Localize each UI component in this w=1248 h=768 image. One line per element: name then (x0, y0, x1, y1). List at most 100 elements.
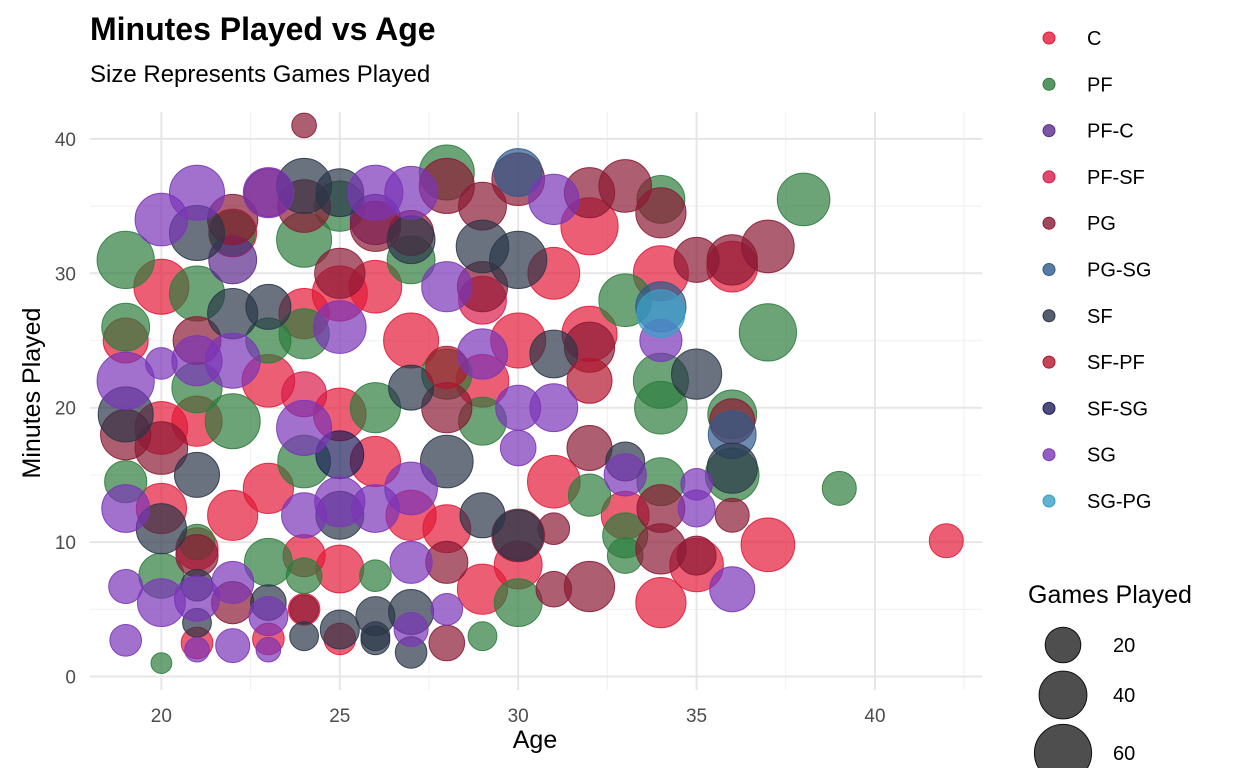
legend-key (1042, 263, 1056, 276)
data-point (566, 357, 613, 404)
x-tick-label: 35 (686, 706, 707, 727)
y-axis-ticks: 0 10 20 30 40 (55, 130, 76, 689)
data-point (499, 429, 537, 467)
y-tick-label: 30 (55, 264, 76, 285)
x-tick-label: 25 (329, 706, 350, 727)
legend-key (1042, 309, 1056, 323)
data-point (428, 624, 466, 662)
data-point (289, 594, 320, 625)
size-legend-label: 20 (1113, 635, 1135, 657)
data-point (313, 300, 367, 354)
data-point (456, 328, 509, 380)
data-point (740, 517, 796, 573)
data-point (215, 628, 251, 664)
data-point (150, 652, 173, 674)
data-point (101, 484, 151, 533)
data-point (567, 473, 612, 517)
data-point (134, 192, 189, 247)
data-point (493, 578, 543, 627)
data-point (137, 578, 186, 627)
data-point (671, 348, 723, 400)
x-tick-label: 30 (508, 706, 529, 727)
data-point (388, 364, 435, 411)
legend-key (1042, 401, 1056, 415)
size-legend: Games Played 20 40 60 (1028, 581, 1192, 768)
data-point (207, 288, 259, 340)
data-points (96, 112, 964, 674)
legend-key (1042, 448, 1056, 462)
legend-label: SF (1087, 306, 1113, 328)
data-point (347, 164, 404, 221)
data-point (389, 540, 433, 584)
size-legend-label: 40 (1113, 685, 1135, 707)
size-legend-key (1038, 670, 1088, 720)
data-point (184, 636, 210, 663)
data-point (459, 492, 506, 539)
data-point (635, 523, 687, 575)
data-point (738, 303, 798, 362)
legend-label: SG-PG (1087, 491, 1151, 513)
legend-key (1042, 494, 1056, 508)
x-tick-label: 20 (151, 706, 172, 727)
y-tick-label: 40 (55, 130, 76, 151)
legend-key (1042, 355, 1056, 369)
data-point (821, 470, 857, 506)
data-point (276, 399, 333, 456)
data-point (207, 489, 259, 541)
data-point (467, 621, 498, 652)
data-point (289, 621, 320, 652)
legend-label: PF-SF (1087, 167, 1145, 189)
data-point (566, 425, 613, 471)
data-point (706, 442, 758, 494)
y-tick-label: 0 (65, 668, 76, 689)
legend-label: C (1087, 28, 1101, 50)
data-point (204, 393, 261, 450)
data-point (455, 219, 510, 274)
legend-label: PG-SG (1087, 260, 1151, 282)
data-point (101, 302, 151, 352)
data-point (386, 215, 436, 265)
x-axis-title: Age (513, 726, 557, 754)
size-legend-label: 60 (1113, 743, 1135, 765)
y-tick-label: 10 (55, 533, 76, 554)
data-point (677, 489, 716, 528)
legend-label: SF-PF (1087, 352, 1145, 374)
data-point (430, 593, 464, 626)
data-point (360, 625, 391, 656)
data-point (528, 173, 580, 225)
data-point (291, 112, 317, 139)
legend-key (1042, 31, 1056, 45)
data-point (281, 492, 328, 539)
x-tick-label: 40 (864, 706, 885, 727)
data-point (108, 569, 144, 604)
legend-label: PF-C (1087, 121, 1134, 143)
data-point (314, 247, 366, 299)
data-point (242, 167, 294, 219)
data-point (714, 497, 750, 533)
data-point (96, 351, 155, 410)
data-point (109, 624, 142, 657)
size-legend-title: Games Played (1028, 581, 1192, 609)
data-point (636, 289, 686, 339)
data-point (709, 566, 756, 613)
size-legend-key (1044, 626, 1082, 664)
data-point (421, 261, 473, 313)
data-point (171, 335, 223, 387)
data-point (563, 560, 616, 613)
data-point (673, 236, 720, 283)
legend-label: SF-SG (1087, 398, 1148, 420)
chart-subtitle: Size Represents Games Played (90, 61, 430, 88)
chart-title: Minutes Played vs Age (90, 11, 436, 47)
legend-key (1042, 77, 1056, 91)
data-point (319, 609, 360, 650)
data-point (96, 230, 155, 289)
data-point (359, 559, 392, 593)
y-tick-label: 20 (55, 399, 76, 420)
x-axis-ticks: 20 25 30 35 40 (151, 706, 886, 727)
legend-label: PF (1087, 74, 1113, 96)
data-point (635, 577, 687, 629)
data-point (174, 451, 220, 498)
data-point (242, 462, 294, 514)
data-point (495, 384, 542, 431)
